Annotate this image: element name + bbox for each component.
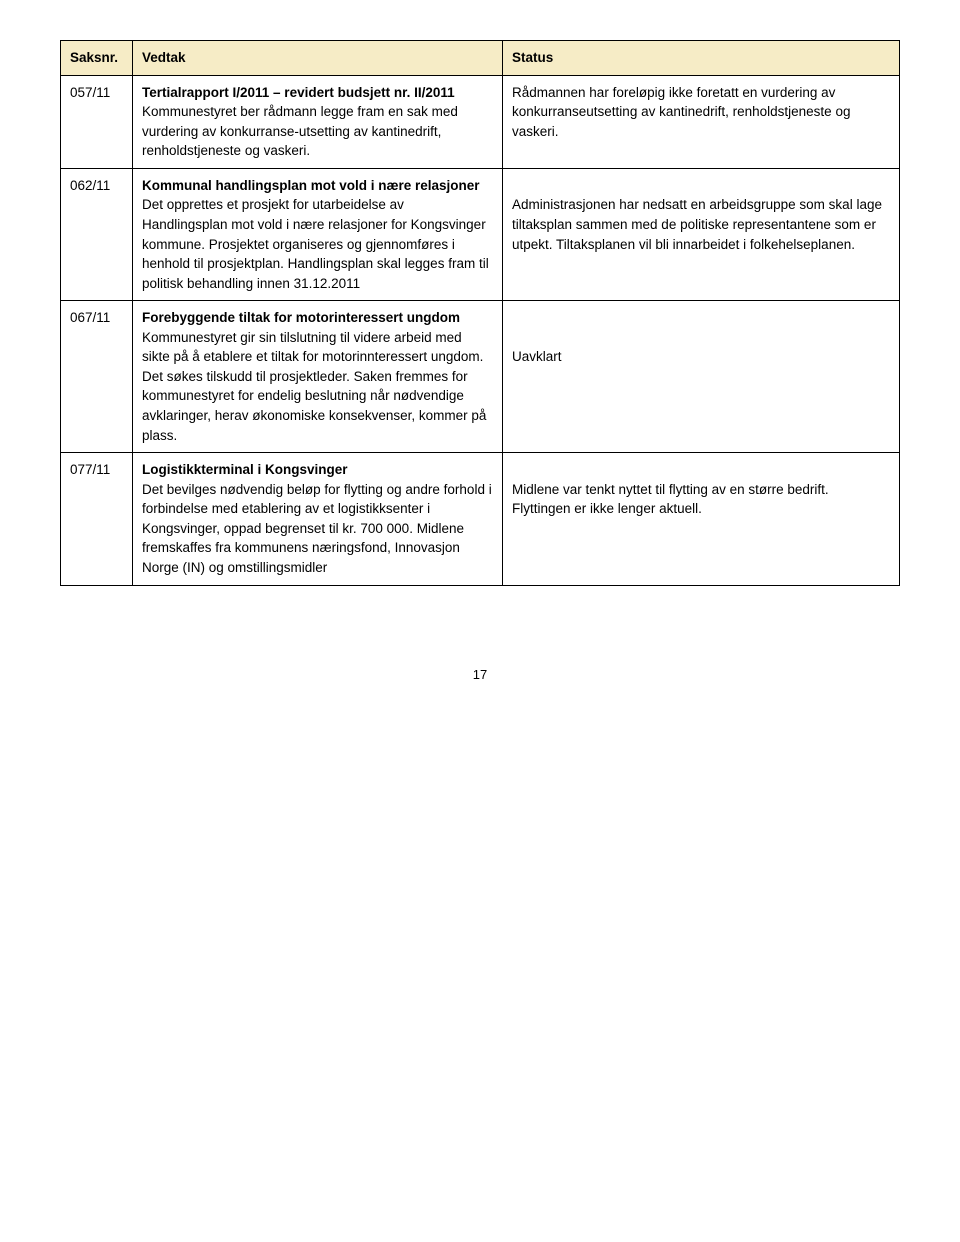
cell-saksnr: 062/11 (61, 168, 133, 300)
cell-status: Administrasjonen har nedsatt en arbeidsg… (503, 168, 900, 300)
cell-vedtak: Kommunal handlingsplan mot vold i nære r… (133, 168, 503, 300)
vedtak-title: Logistikkterminal i Kongsvinger (142, 462, 348, 477)
cell-saksnr: 067/11 (61, 301, 133, 453)
cell-status: Rådmannen har foreløpig ikke foretatt en… (503, 75, 900, 168)
vedtak-title: Tertialrapport I/2011 – revidert budsjet… (142, 85, 455, 100)
table-row: 062/11 Kommunal handlingsplan mot vold i… (61, 168, 900, 300)
vedtak-title: Kommunal handlingsplan mot vold i nære r… (142, 178, 480, 193)
header-status: Status (503, 41, 900, 76)
cell-saksnr: 077/11 (61, 453, 133, 585)
cell-vedtak: Forebyggende tiltak for motorinteressert… (133, 301, 503, 453)
cell-saksnr: 057/11 (61, 75, 133, 168)
cell-vedtak: Logistikkterminal i Kongsvinger Det bevi… (133, 453, 503, 585)
cell-status: Uavklart (503, 301, 900, 453)
table-row: 057/11 Tertialrapport I/2011 – revidert … (61, 75, 900, 168)
header-vedtak: Vedtak (133, 41, 503, 76)
vedtak-table: Saksnr. Vedtak Status 057/11 Tertialrapp… (60, 40, 900, 586)
page-number: 17 (60, 666, 900, 685)
vedtak-body: Det opprettes et prosjekt for utarbeidel… (142, 197, 489, 290)
table-row: 067/11 Forebyggende tiltak for motorinte… (61, 301, 900, 453)
vedtak-body: Kommunestyret gir sin tilslutning til vi… (142, 330, 486, 443)
cell-vedtak: Tertialrapport I/2011 – revidert budsjet… (133, 75, 503, 168)
vedtak-body: Det bevilges nødvendig beløp for flyttin… (142, 482, 492, 575)
vedtak-body: Kommunestyret ber rådmann legge fram en … (142, 104, 458, 158)
table-header-row: Saksnr. Vedtak Status (61, 41, 900, 76)
table-row: 077/11 Logistikkterminal i Kongsvinger D… (61, 453, 900, 585)
cell-status: Midlene var tenkt nyttet til flytting av… (503, 453, 900, 585)
vedtak-title: Forebyggende tiltak for motorinteressert… (142, 310, 460, 325)
header-saksnr: Saksnr. (61, 41, 133, 76)
